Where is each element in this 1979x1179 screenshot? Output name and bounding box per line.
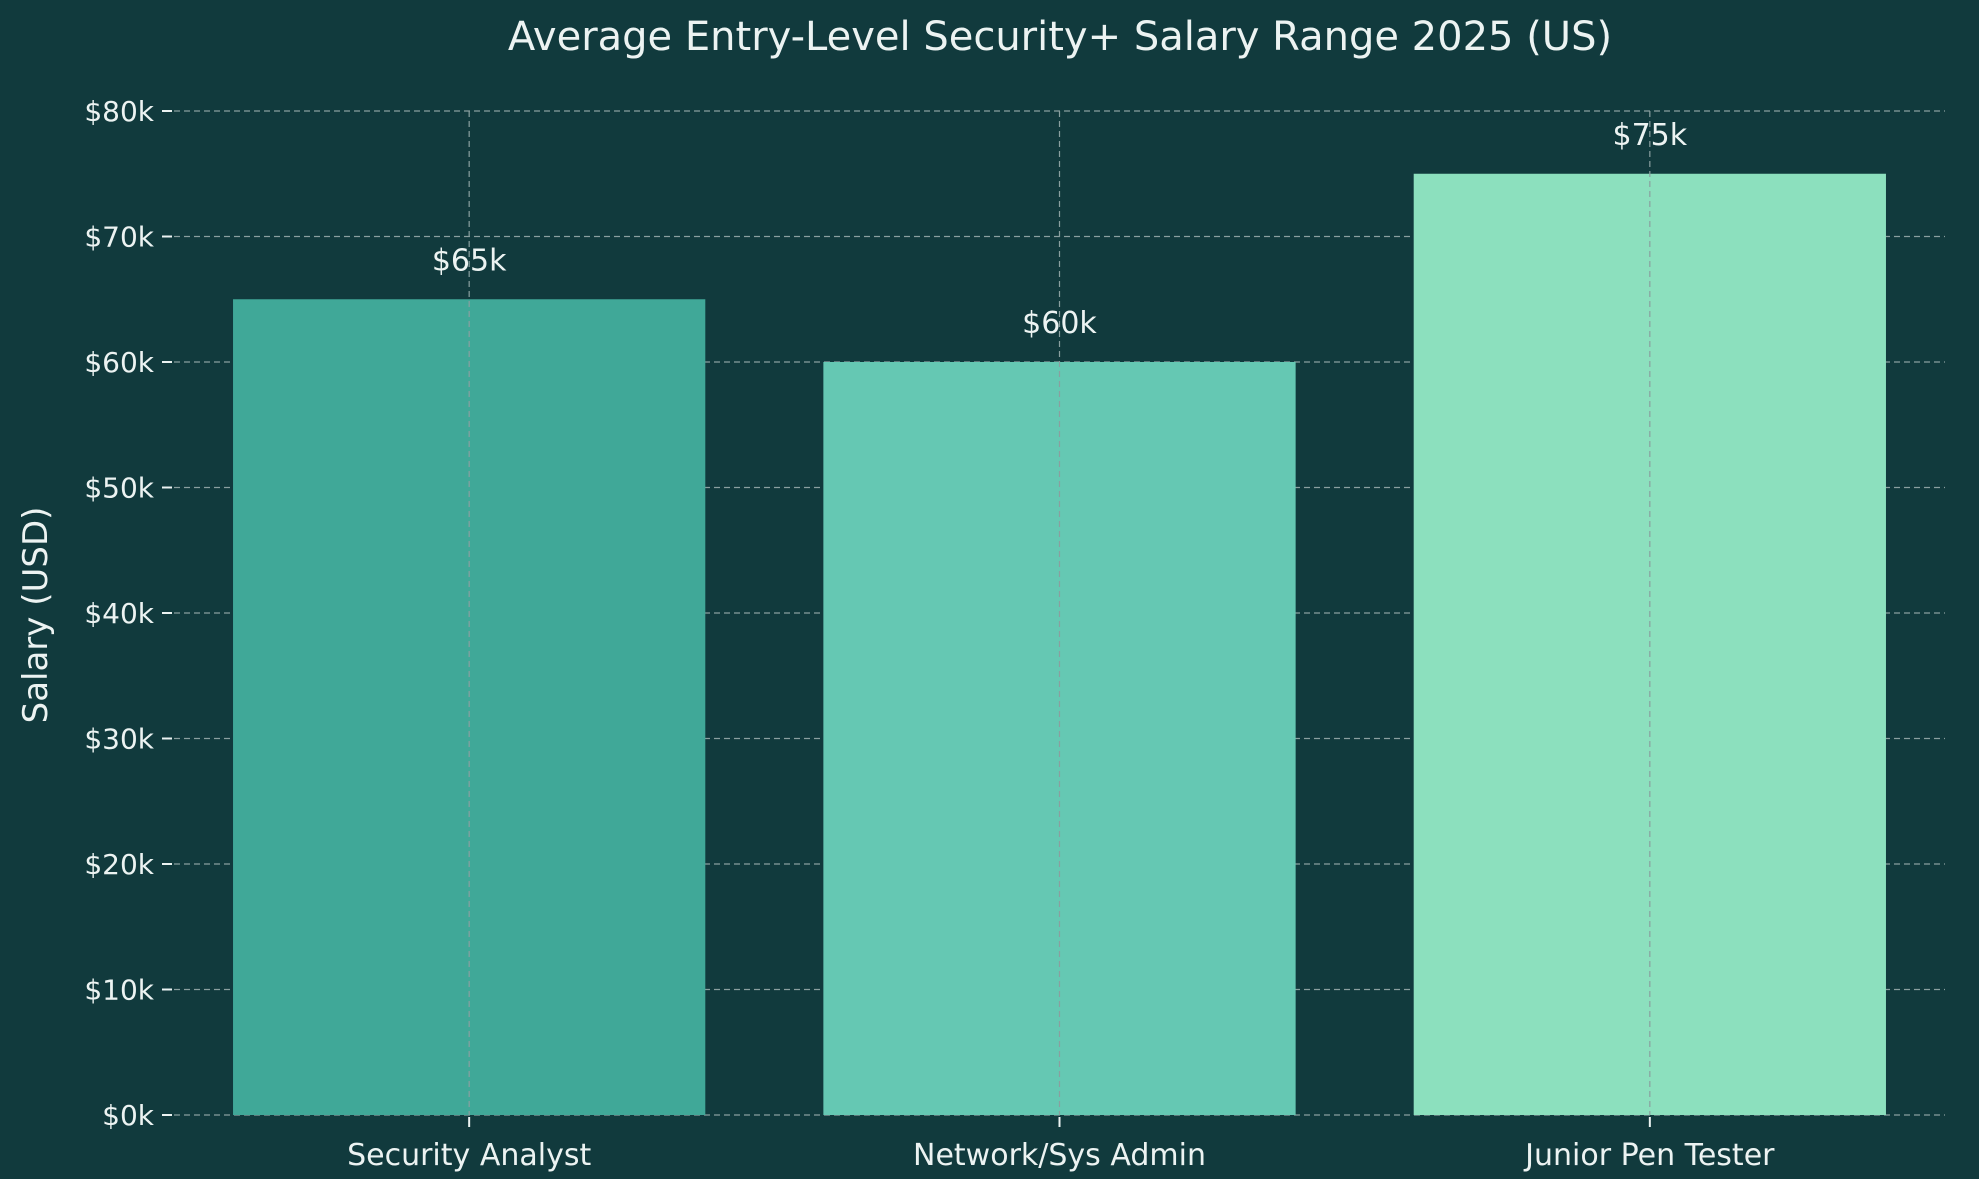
x-tick-label: Junior Pen Tester [1523,1138,1775,1173]
axes: $0k $10k $20k $30k $40k $50k $60k $70k $80k Secur… [84,95,1775,1173]
x-tick-label: Network/Sys Admin [913,1138,1206,1173]
bar [823,362,1296,1115]
y-tick-label: $10k [84,974,154,1007]
y-tick-label: $60k [84,346,154,379]
y-tick-label: $80k [84,95,154,128]
y-tick-label: $20k [84,848,154,881]
y-tick-label: $30k [84,723,154,756]
y-tick-label: $40k [84,597,154,630]
chart-title: Average Entry-Level Security+ Salary Ran… [508,14,1612,60]
y-axis-label: Salary (USD) [16,507,56,724]
bar-value-label: $60k [1022,306,1097,341]
y-tick-label: $50k [84,472,154,505]
y-tick-label: $0k [102,1099,155,1132]
bar-value-label: $65k [432,243,507,278]
bar-value-label: $75k [1613,118,1688,153]
data-labels: $65k $60k $75k [432,118,1688,341]
vertical-grid-lines [468,111,1651,1115]
y-tick-label: $70k [84,221,154,254]
x-tick-label: Security Analyst [347,1138,591,1173]
